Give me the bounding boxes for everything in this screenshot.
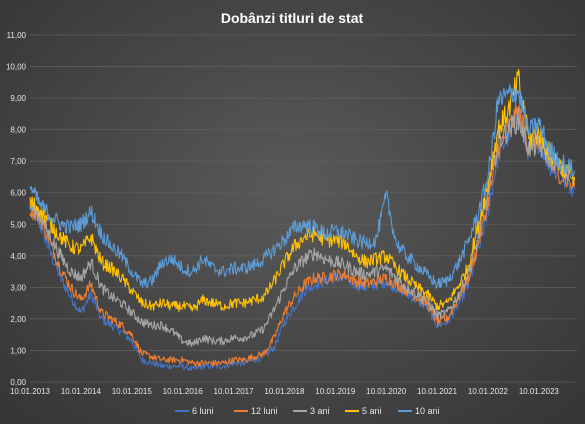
x-tick-label: 10.01.2019: [315, 387, 356, 396]
legend: 6 luni 12 luni 3 ani 5 ani 10 ani: [175, 406, 440, 416]
legend-label: 6 luni: [192, 406, 214, 416]
legend-label: 5 ani: [362, 406, 382, 416]
series-line: [29, 83, 576, 289]
y-tick-label: 0,00: [10, 378, 26, 387]
x-tick-label: 10.01.2018: [264, 387, 305, 396]
series-line: [29, 68, 576, 312]
y-tick-label: 10,00: [6, 63, 27, 72]
series-lines: [29, 68, 576, 372]
x-tick-label: 10.01.2014: [61, 387, 102, 396]
legend-label: 12 luni: [251, 406, 278, 416]
chart-title: Dobânzi titluri de stat: [221, 10, 364, 26]
series-line: [29, 109, 576, 372]
y-tick-label: 8,00: [10, 126, 26, 135]
y-tick-label: 5,00: [10, 220, 26, 229]
y-tick-label: 11,00: [7, 31, 27, 40]
x-tick-label: 10.01.2021: [417, 387, 458, 396]
y-tick-label: 7,00: [10, 157, 26, 166]
x-axis-ticks: 10.01.2013 10.01.2014 10.01.2015 10.01.2016…: [10, 387, 559, 396]
y-axis-ticks: 0,00 1,00 2,00 3,00 4,00 5,00 6,00 7,00 8,00 9,00…: [6, 31, 27, 387]
y-tick-label: 4,00: [10, 252, 26, 261]
gridlines: [30, 34, 577, 383]
legend-label: 3 ani: [310, 406, 330, 416]
x-tick-label: 10.01.2022: [468, 387, 509, 396]
x-tick-label: 10.01.2015: [112, 387, 153, 396]
x-tick-label: 10.01.2023: [519, 387, 560, 396]
x-tick-label: 10.01.2017: [214, 387, 255, 396]
y-tick-label: 1,00: [10, 346, 26, 355]
x-tick-label: 10.01.2020: [366, 387, 407, 396]
x-tick-label: 10.01.2016: [163, 387, 204, 396]
series-line: [29, 109, 576, 347]
y-tick-label: 6,00: [10, 189, 26, 198]
y-tick-label: 3,00: [10, 283, 26, 292]
y-tick-label: 9,00: [10, 94, 26, 103]
series-line: [29, 103, 576, 367]
y-tick-label: 2,00: [10, 315, 26, 324]
x-tick-label: 10.01.2013: [10, 387, 51, 396]
legend-label: 10 ani: [415, 406, 440, 416]
